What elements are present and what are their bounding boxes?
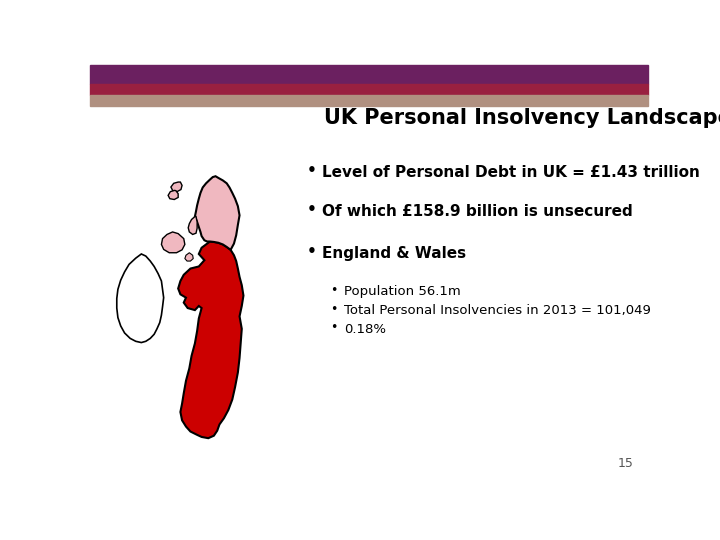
Text: Total Personal Insolvencies in 2013 = 101,049: Total Personal Insolvencies in 2013 = 10… bbox=[344, 304, 651, 317]
Text: England & Wales: England & Wales bbox=[322, 246, 466, 261]
Bar bbox=[90, 65, 648, 84]
Text: Of which £158.9 billion is unsecured: Of which £158.9 billion is unsecured bbox=[322, 204, 632, 219]
Polygon shape bbox=[178, 241, 243, 438]
Text: •: • bbox=[307, 244, 317, 259]
Text: 15: 15 bbox=[618, 457, 634, 470]
Text: •: • bbox=[330, 302, 338, 316]
Polygon shape bbox=[171, 182, 182, 192]
Bar bbox=[90, 84, 648, 95]
Text: Population 56.1m: Population 56.1m bbox=[344, 285, 461, 298]
Bar bbox=[90, 95, 648, 106]
Text: •: • bbox=[330, 321, 338, 334]
Polygon shape bbox=[185, 253, 193, 261]
Polygon shape bbox=[195, 176, 240, 250]
Text: UK Personal Insolvency Landscape: UK Personal Insolvency Landscape bbox=[324, 109, 720, 129]
Polygon shape bbox=[161, 232, 185, 253]
Text: •: • bbox=[307, 163, 317, 178]
Polygon shape bbox=[117, 254, 163, 342]
Polygon shape bbox=[188, 217, 197, 234]
Polygon shape bbox=[168, 191, 178, 199]
Text: Level of Personal Debt in UK = £1.43 trillion: Level of Personal Debt in UK = £1.43 tri… bbox=[322, 165, 699, 180]
Text: •: • bbox=[330, 284, 338, 297]
Text: 0.18%: 0.18% bbox=[344, 322, 386, 335]
Text: •: • bbox=[307, 202, 317, 217]
